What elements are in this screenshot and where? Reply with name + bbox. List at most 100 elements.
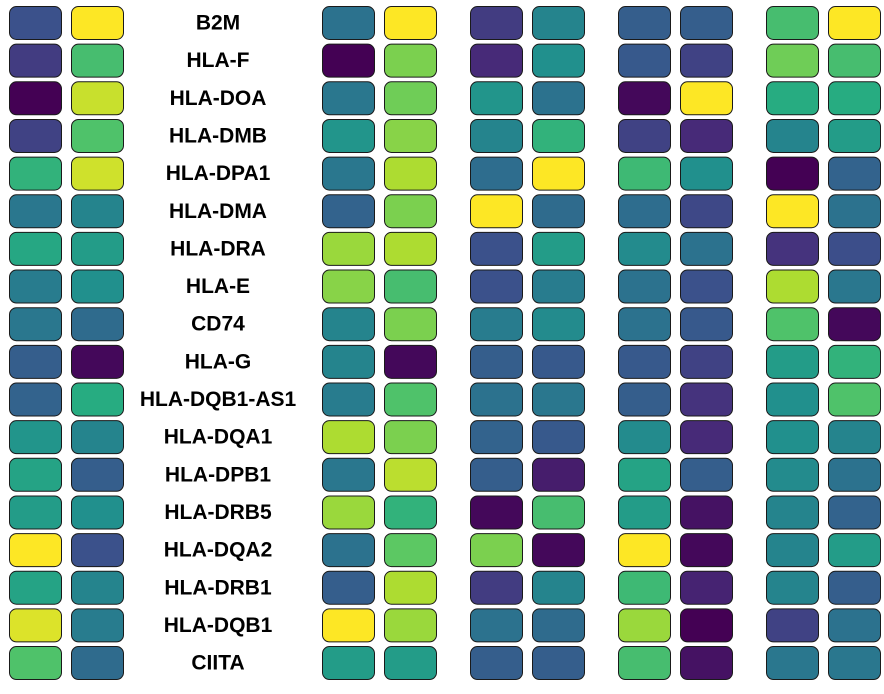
heatmap-cell <box>9 6 62 40</box>
heatmap-cell <box>384 156 437 191</box>
row-label: HLA-DRA <box>170 237 266 260</box>
heatmap-cell <box>470 457 523 492</box>
heatmap-cell <box>71 420 124 455</box>
heatmap-cell <box>71 307 124 342</box>
heatmap-cell <box>470 231 523 266</box>
heatmap-cell <box>532 118 585 153</box>
heatmap-cell <box>828 608 881 643</box>
heatmap-cell <box>71 43 124 78</box>
heatmap-cell <box>71 533 124 568</box>
heatmap-cell <box>322 81 375 116</box>
heatmap-cell <box>532 43 585 78</box>
heatmap-cell <box>9 81 62 116</box>
heatmap-cell <box>680 6 733 40</box>
row-label: HLA-DQB1 <box>164 614 273 637</box>
heatmap-cell <box>618 457 671 492</box>
heatmap-cell <box>680 570 733 605</box>
heatmap-cell <box>828 420 881 455</box>
heatmap-cell <box>322 231 375 266</box>
heatmap-cell <box>828 118 881 153</box>
heatmap-cell <box>618 118 671 153</box>
heatmap-cell <box>384 646 437 681</box>
heatmap-cell <box>618 6 671 40</box>
heatmap-cell <box>322 646 375 681</box>
heatmap-cell <box>680 231 733 266</box>
heatmap-cell <box>618 194 671 229</box>
heatmap-cell <box>470 570 523 605</box>
heatmap-cell <box>680 156 733 191</box>
heatmap-cell <box>828 269 881 304</box>
heatmap-cell <box>322 269 375 304</box>
heatmap-cell <box>828 646 881 681</box>
heatmap-cell <box>384 269 437 304</box>
heatmap-cell <box>322 457 375 492</box>
heatmap-cell <box>322 608 375 643</box>
heatmap-cell <box>384 570 437 605</box>
heatmap-cell <box>766 420 819 455</box>
heatmap-cell <box>828 495 881 530</box>
heatmap-cell <box>766 457 819 492</box>
heatmap-cell <box>532 457 585 492</box>
heatmap-cell <box>470 344 523 379</box>
heatmap-cell <box>322 194 375 229</box>
heatmap-cell <box>532 307 585 342</box>
heatmap-cell <box>384 43 437 78</box>
heatmap-cell <box>384 307 437 342</box>
heatmap-cell <box>71 570 124 605</box>
heatmap-cell <box>618 307 671 342</box>
row-label: HLA-DMA <box>169 200 267 223</box>
heatmap-cell <box>71 457 124 492</box>
heatmap-cell <box>470 420 523 455</box>
heatmap-cell <box>322 43 375 78</box>
heatmap-cell <box>680 118 733 153</box>
heatmap-cell <box>828 81 881 116</box>
heatmap-cell <box>766 307 819 342</box>
heatmap-cell <box>618 646 671 681</box>
heatmap-cell <box>680 194 733 229</box>
heatmap-cell <box>828 231 881 266</box>
heatmap-cell <box>680 495 733 530</box>
heatmap-cell <box>680 457 733 492</box>
row-label: HLA-DMB <box>169 124 267 147</box>
heatmap-cell <box>532 156 585 191</box>
heatmap-cell <box>532 646 585 681</box>
heatmap-cell <box>766 6 819 40</box>
heatmap-cell <box>384 81 437 116</box>
row-label: CIITA <box>191 652 244 675</box>
heatmap-cell <box>384 118 437 153</box>
heatmap-cell <box>618 495 671 530</box>
heatmap-cell <box>9 156 62 191</box>
heatmap-cell <box>384 6 437 40</box>
heatmap-cell <box>71 6 124 40</box>
heatmap-cell <box>766 231 819 266</box>
heatmap-cell <box>618 156 671 191</box>
heatmap-cell <box>384 344 437 379</box>
heatmap-cell <box>9 382 62 417</box>
heatmap-cell <box>9 307 62 342</box>
heatmap-cell <box>9 269 62 304</box>
heatmap-cell <box>322 6 375 40</box>
heatmap-cell <box>532 6 585 40</box>
heatmap-cell <box>71 269 124 304</box>
row-label: HLA-E <box>186 275 250 298</box>
heatmap-cell <box>384 495 437 530</box>
heatmap-cell <box>532 533 585 568</box>
row-label: HLA-DQA2 <box>164 539 273 562</box>
heatmap-cell <box>470 269 523 304</box>
heatmap-cell <box>71 608 124 643</box>
heatmap-cell <box>9 118 62 153</box>
heatmap-cell <box>9 533 62 568</box>
heatmap-cell <box>322 307 375 342</box>
heatmap-cell <box>532 231 585 266</box>
row-label: B2M <box>196 12 240 35</box>
heatmap-cell <box>618 344 671 379</box>
heatmap-cell <box>9 43 62 78</box>
heatmap-cell <box>766 646 819 681</box>
heatmap-cell <box>470 156 523 191</box>
heatmap-cell <box>680 646 733 681</box>
heatmap-cell <box>470 533 523 568</box>
heatmap-cell <box>71 118 124 153</box>
heatmap-cell <box>9 231 62 266</box>
heatmap-cell <box>9 495 62 530</box>
heatmap-cell <box>470 646 523 681</box>
